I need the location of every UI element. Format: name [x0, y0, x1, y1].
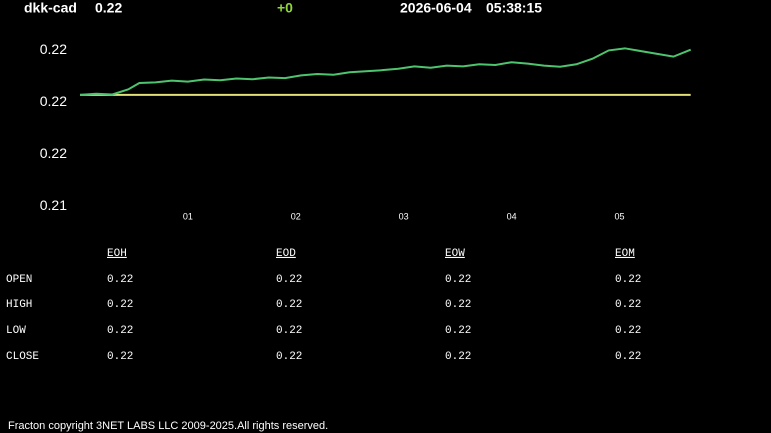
cell: 0.22	[107, 351, 133, 363]
cell: 0.22	[107, 325, 133, 337]
x-tick-label: 02	[291, 211, 301, 221]
y-tick-label: 0.22	[40, 145, 67, 161]
price-line	[79, 47, 692, 96]
cell: 0.22	[276, 325, 302, 337]
cell: 0.22	[445, 351, 471, 363]
y-tick-label: 0.22	[40, 93, 67, 109]
time: 05:38:15	[486, 0, 542, 16]
cell: 0.22	[615, 274, 641, 286]
cell: 0.22	[276, 274, 302, 286]
change: +0	[277, 0, 293, 16]
row-label: HIGH	[6, 299, 32, 311]
column-header: EOH	[107, 248, 127, 260]
date: 2026-06-04	[400, 0, 472, 16]
y-tick-label: 0.21	[40, 197, 67, 213]
cell: 0.22	[445, 325, 471, 337]
symbol: dkk-cad	[24, 0, 77, 16]
cell: 0.22	[107, 274, 133, 286]
cell: 0.22	[276, 299, 302, 311]
row-label: OPEN	[6, 274, 32, 286]
cell: 0.22	[615, 351, 641, 363]
footer: Fracton copyright 3NET LABS LLC 2009-202…	[8, 420, 328, 432]
price: 0.22	[95, 0, 122, 16]
cell: 0.22	[445, 274, 471, 286]
cell: 0.22	[615, 325, 641, 337]
x-tick-label: 01	[183, 211, 193, 221]
column-header: EOD	[276, 248, 296, 260]
column-header: EOM	[615, 248, 635, 260]
row-label: LOW	[6, 325, 26, 337]
column-header: EOW	[445, 248, 465, 260]
cell: 0.22	[445, 299, 471, 311]
y-tick-label: 0.22	[40, 41, 67, 57]
x-tick-label: 03	[399, 211, 409, 221]
cell: 0.22	[276, 351, 302, 363]
x-tick-label: 05	[614, 211, 624, 221]
cell: 0.22	[615, 299, 641, 311]
x-tick-label: 04	[507, 211, 517, 221]
row-label: CLOSE	[6, 351, 39, 363]
cell: 0.22	[107, 299, 133, 311]
